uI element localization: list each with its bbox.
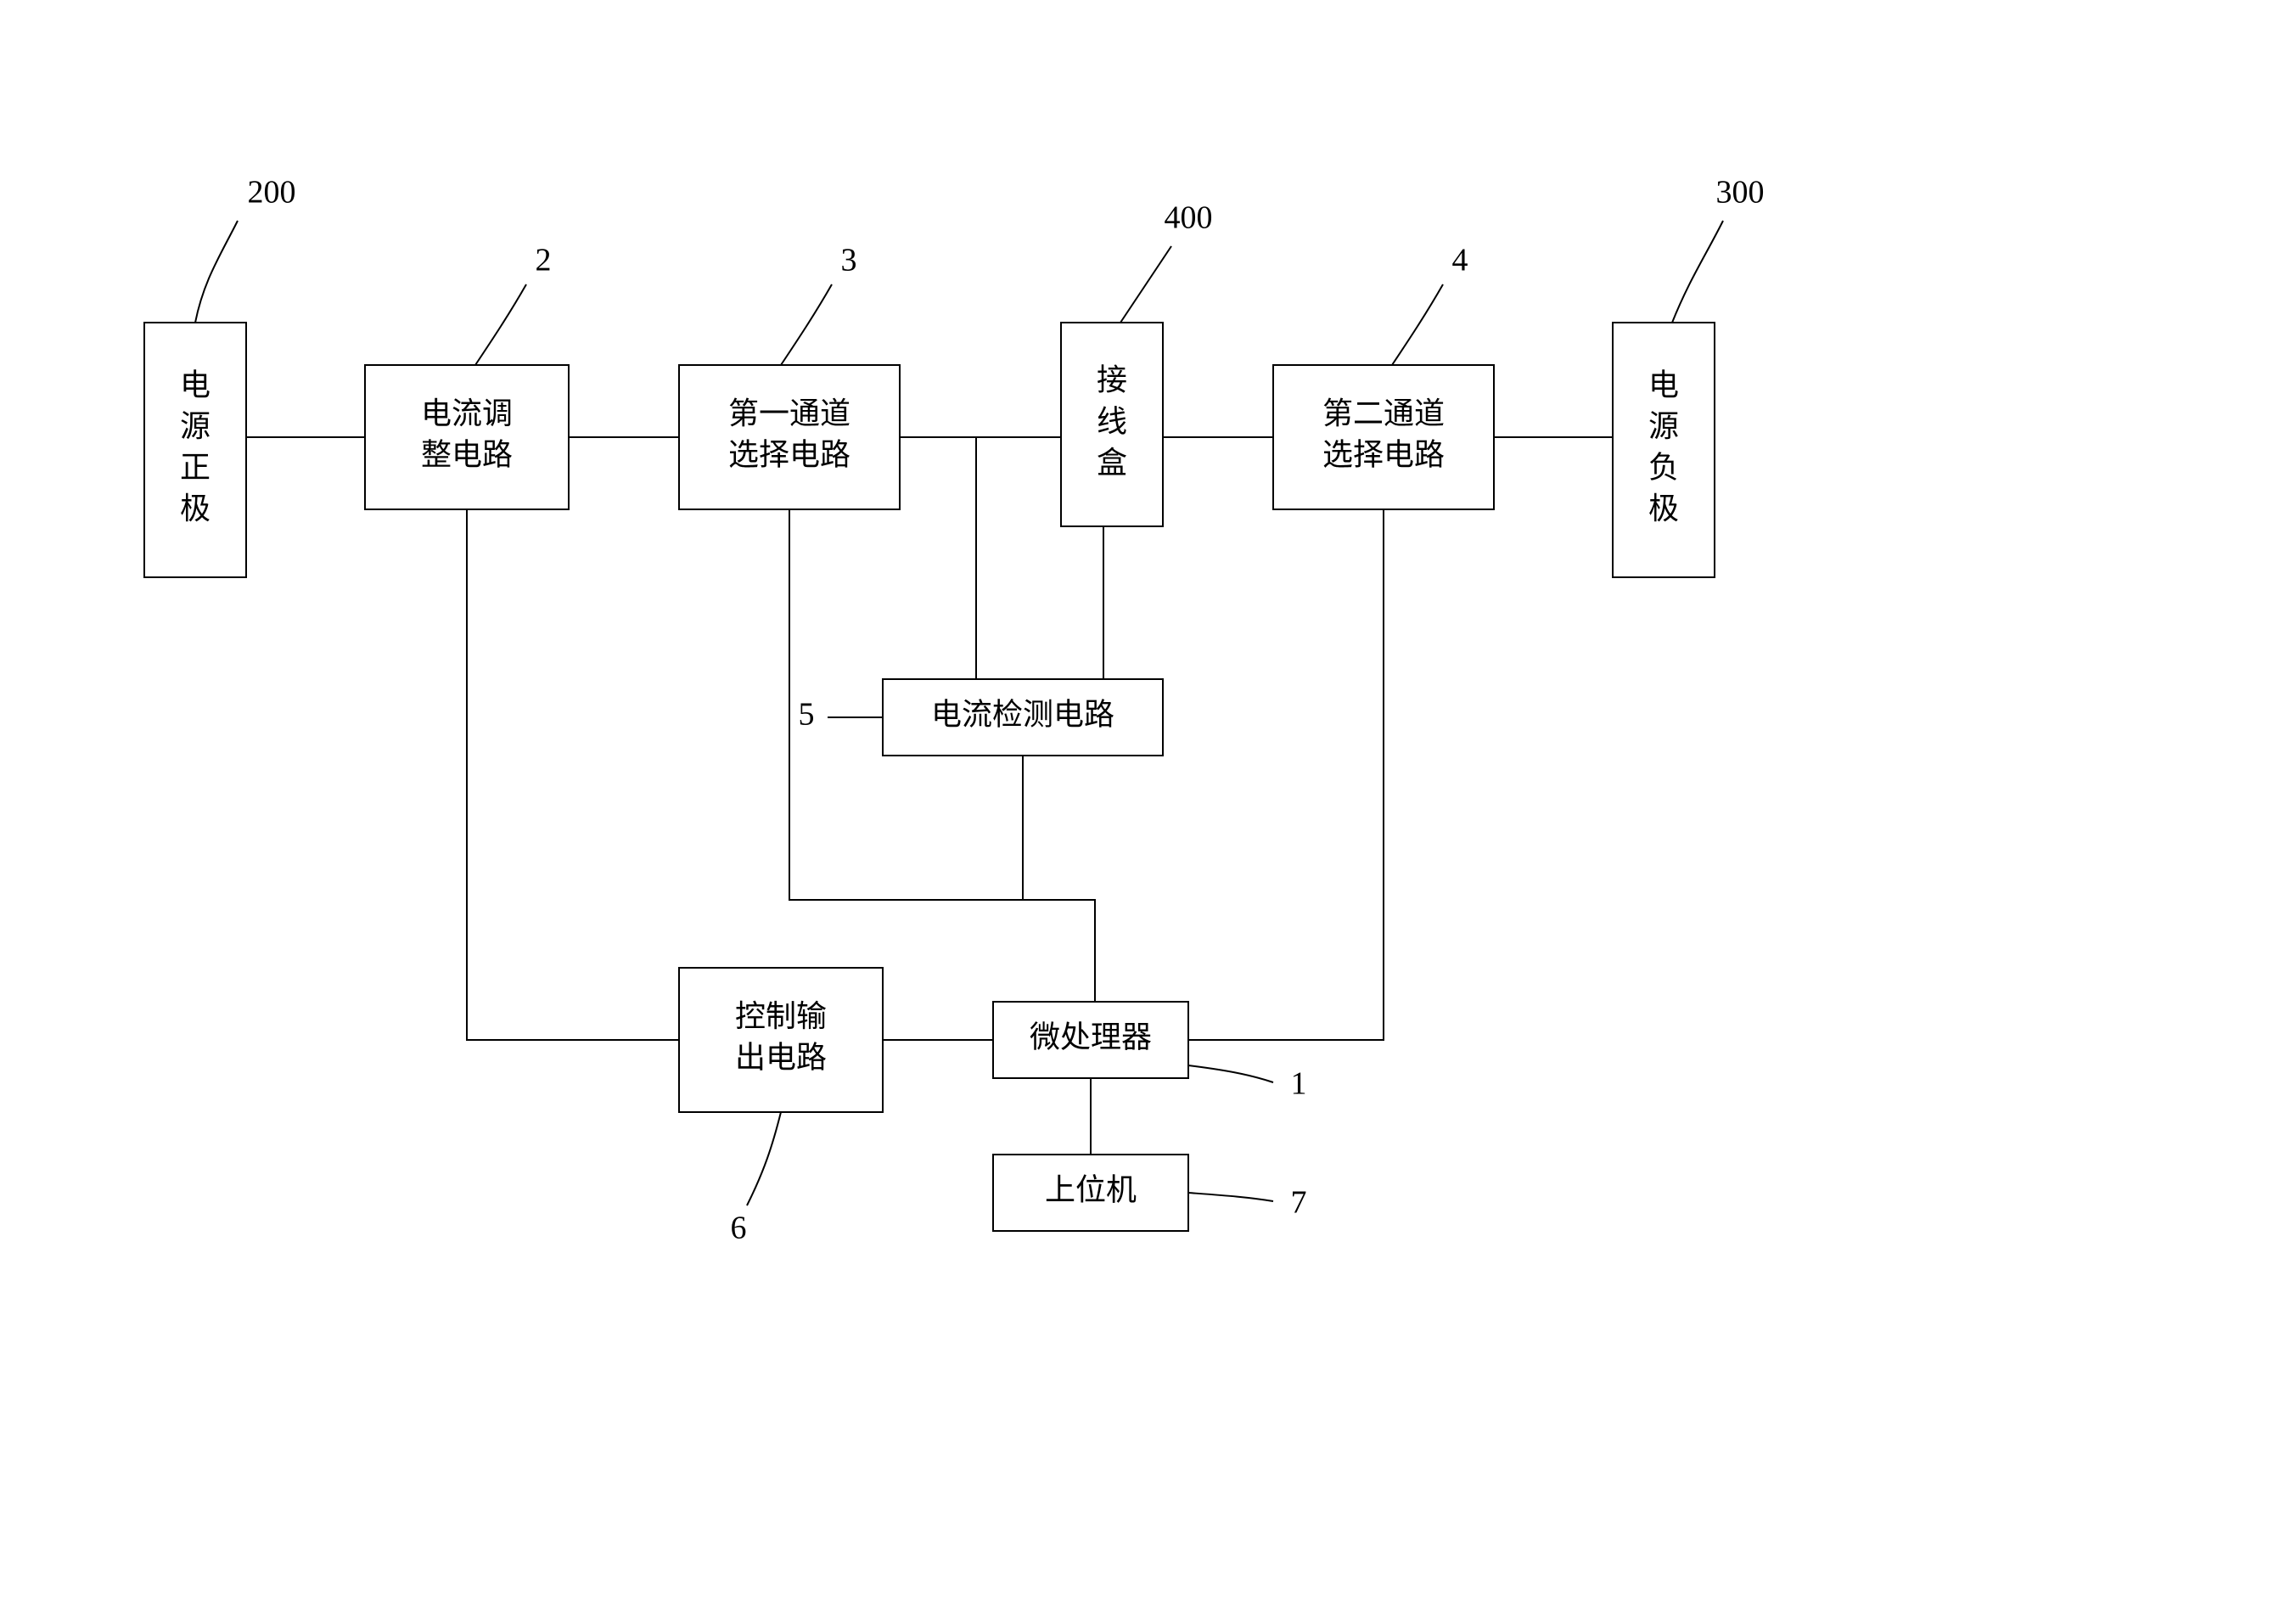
ref-400-number: 400 (1165, 200, 1213, 236)
node-n200-label-line: 正 (180, 451, 211, 485)
node-n400-label-line: 线 (1097, 404, 1127, 438)
ref-2-leader (475, 284, 526, 365)
ref-2-number: 2 (536, 243, 552, 278)
ref-6: 6 (731, 1112, 782, 1246)
ref-200-leader (195, 221, 238, 323)
ref-7: 7 (1188, 1185, 1307, 1221)
node-n300-label-line: 电 (1648, 368, 1679, 402)
node-n400-label-line: 盒 (1097, 446, 1127, 480)
node-n7: 上位机 (993, 1155, 1188, 1231)
ref-6-number: 6 (731, 1211, 747, 1246)
edge-e10 (467, 509, 679, 1040)
ref-300: 300 (1672, 175, 1765, 323)
block-diagram: 电源正极电流调整电路第一通道选择电路接线盒第二通道选择电路电源负极电流检测电路控… (0, 0, 2296, 1624)
ref-3-leader (781, 284, 832, 365)
node-n1: 微处理器 (993, 1002, 1188, 1078)
ref-7-leader (1188, 1193, 1273, 1201)
ref-3-number: 3 (841, 243, 857, 278)
node-n7-label-line: 上位机 (1045, 1172, 1137, 1206)
node-n300: 电源负极 (1613, 323, 1715, 577)
node-n4-label-line: 第二通道 (1322, 396, 1445, 430)
ref-7-number: 7 (1291, 1185, 1307, 1221)
ref-4-leader (1392, 284, 1443, 365)
node-n200: 电源正极 (144, 323, 246, 577)
ref-4-number: 4 (1452, 243, 1468, 278)
ref-5-number: 5 (799, 697, 815, 733)
ref-2: 2 (475, 243, 552, 365)
ref-1-leader (1188, 1065, 1273, 1082)
edges-layer (246, 437, 1613, 1155)
node-n4-label-line: 选择电路 (1322, 438, 1445, 472)
ref-300-number: 300 (1716, 175, 1765, 211)
ref-5: 5 (799, 697, 884, 733)
node-n2-label-line: 电流调 (421, 396, 513, 430)
node-n400-label-line: 接 (1097, 363, 1127, 397)
ref-300-leader (1672, 221, 1723, 323)
node-n200-label-line: 电 (180, 368, 211, 402)
node-n300-label-line: 源 (1648, 409, 1679, 443)
node-n3-label-line: 选择电路 (728, 438, 850, 472)
node-n6-label-line: 出电路 (735, 1041, 827, 1075)
ref-200: 200 (195, 175, 296, 323)
node-n4: 第二通道选择电路 (1273, 365, 1494, 509)
node-n300-label-line: 负 (1648, 451, 1679, 485)
ref-1: 1 (1188, 1065, 1307, 1102)
node-n2: 电流调整电路 (365, 365, 569, 509)
nodes-layer: 电源正极电流调整电路第一通道选择电路接线盒第二通道选择电路电源负极电流检测电路控… (144, 323, 1715, 1231)
node-n3: 第一通道选择电路 (679, 365, 900, 509)
node-n200-label-line: 极 (180, 492, 211, 525)
ref-3: 3 (781, 243, 857, 365)
node-n6: 控制输出电路 (679, 968, 883, 1112)
node-n5-label-line: 电流检测电路 (931, 697, 1114, 731)
ref-4: 4 (1392, 243, 1468, 365)
ref-400-leader (1120, 246, 1171, 323)
ref-1-number: 1 (1291, 1066, 1307, 1102)
node-n300-label-line: 极 (1648, 492, 1679, 525)
node-n3-label-line: 第一通道 (728, 396, 850, 430)
node-n2-label-line: 整电路 (421, 438, 513, 472)
node-n400: 接线盒 (1061, 323, 1163, 526)
node-n5: 电流检测电路 (883, 679, 1163, 756)
node-n1-label-line: 微处理器 (1030, 1020, 1152, 1054)
ref-200-number: 200 (248, 175, 296, 211)
edge-e11 (1188, 509, 1384, 1040)
ref-6-leader (747, 1112, 781, 1205)
node-n6-label-line: 控制输 (735, 999, 827, 1033)
node-n200-label-line: 源 (180, 409, 211, 443)
ref-400: 400 (1120, 200, 1213, 323)
